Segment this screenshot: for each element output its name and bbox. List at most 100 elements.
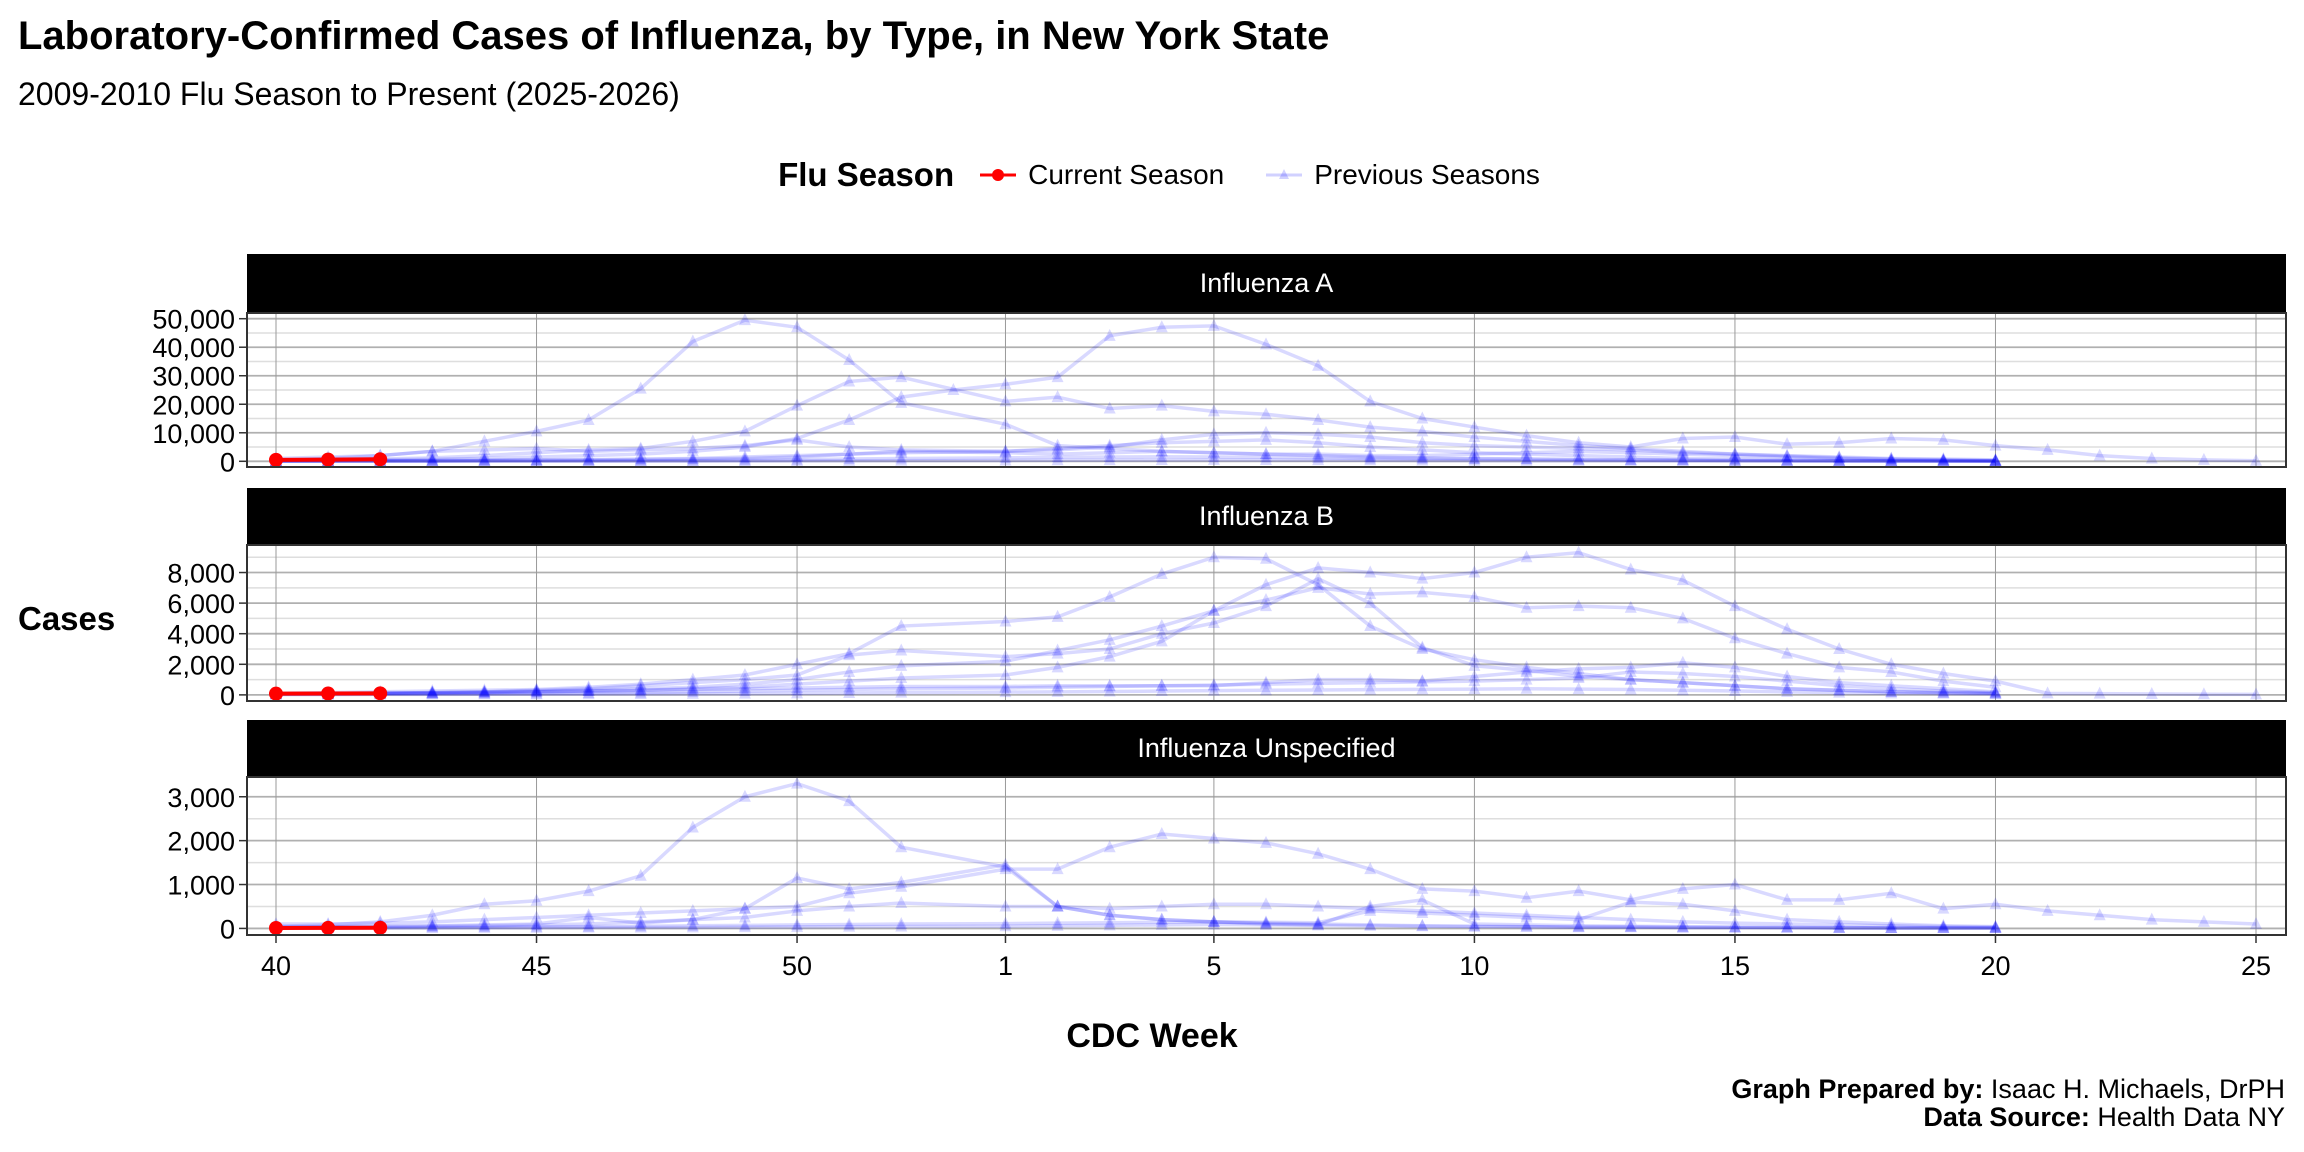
previous-season-point — [1624, 912, 1637, 925]
previous-season-point — [999, 859, 1012, 872]
previous-season-point — [1624, 664, 1637, 677]
previous-season-point — [1781, 674, 1794, 687]
previous-season-point — [1676, 675, 1689, 688]
previous-season-point — [1989, 674, 2002, 687]
previous-season-point — [1312, 447, 1325, 460]
previous-season-point — [1676, 919, 1689, 932]
prepared-by-value: Isaac H. Michaels, DrPH — [1990, 1074, 2285, 1104]
previous-season-point — [738, 424, 751, 437]
previous-season-point — [1103, 915, 1116, 928]
previous-season-point — [426, 450, 439, 463]
previous-season-point — [1833, 917, 1846, 930]
previous-season-line — [275, 550, 2257, 697]
previous-season-point — [1937, 432, 1950, 445]
previous-season-point — [1207, 452, 1220, 465]
previous-season-point — [1676, 897, 1689, 910]
y-tick-label: 10,000 — [152, 419, 235, 449]
previous-season-point — [686, 903, 699, 916]
previous-season-line — [276, 901, 1996, 929]
previous-season-point — [1937, 920, 1950, 933]
previous-season-point — [1468, 590, 1481, 602]
previous-season-point — [738, 684, 751, 697]
previous-season-point — [2041, 903, 2054, 916]
panel-border — [246, 776, 2287, 936]
previous-season-point — [686, 334, 699, 347]
previous-season-point — [895, 370, 908, 383]
previous-season-point — [1207, 318, 1220, 331]
previous-season-point — [1312, 435, 1325, 448]
previous-season-point — [843, 353, 856, 366]
previous-season-point — [478, 687, 491, 700]
previous-season-point — [738, 438, 751, 451]
previous-season-point — [1885, 684, 1898, 697]
previous-season-point — [1728, 678, 1741, 691]
previous-season-point — [791, 677, 804, 690]
current-season-point — [321, 920, 336, 935]
previous-season-point — [634, 454, 647, 467]
previous-season-point — [1312, 917, 1325, 930]
previous-season-point — [634, 685, 647, 698]
previous-season-point — [530, 917, 543, 930]
previous-season-point — [634, 452, 647, 465]
previous-season-point — [1520, 908, 1533, 921]
previous-season-point — [1468, 919, 1481, 932]
x-tick-label: 25 — [2241, 951, 2271, 981]
previous-season-point — [2145, 912, 2158, 925]
previous-season-point — [530, 682, 543, 695]
previous-season-point — [1260, 337, 1272, 350]
previous-season-point — [791, 431, 804, 444]
previous-season-point — [530, 450, 543, 463]
previous-season-point — [582, 687, 595, 700]
previous-season-point — [426, 454, 439, 467]
x-axis-label: CDC Week — [1066, 1017, 1238, 1055]
previous-season-point — [1468, 451, 1481, 464]
previous-season-point — [1051, 447, 1064, 460]
previous-season-point — [1572, 452, 1585, 465]
previous-season-point — [1833, 920, 1846, 933]
plot-background — [247, 777, 2286, 935]
previous-season-point — [686, 672, 699, 685]
previous-season-point — [1572, 599, 1585, 612]
previous-season-point — [1781, 452, 1794, 465]
previous-season-point — [686, 682, 699, 695]
previous-season-point — [1416, 918, 1429, 931]
previous-season-point — [1937, 901, 1950, 914]
previous-season-point — [843, 680, 856, 693]
footer-prepared-by: Graph Prepared by: Isaac H. Michaels, Dr… — [1731, 1074, 2285, 1105]
previous-season-point — [738, 910, 751, 923]
previous-season-point — [1051, 442, 1064, 455]
previous-season-point — [1207, 677, 1220, 690]
previous-season-point — [1155, 827, 1168, 840]
previous-season-point — [1728, 631, 1741, 644]
previous-season-point — [1781, 920, 1794, 933]
previous-season-point — [895, 679, 908, 692]
previous-season-point — [1207, 678, 1220, 691]
previous-season-point — [1207, 914, 1220, 927]
previous-season-point — [582, 442, 595, 455]
previous-season-point — [738, 789, 751, 802]
previous-season-point — [1676, 453, 1689, 466]
previous-season-point — [738, 680, 751, 693]
previous-season-point — [1781, 437, 1794, 450]
previous-season-line — [275, 576, 1996, 696]
current-season-point — [269, 686, 283, 701]
previous-season-point — [1051, 660, 1064, 673]
previous-season-point — [582, 884, 595, 897]
previous-season-point — [1103, 901, 1116, 914]
previous-season-point — [478, 451, 491, 464]
previous-season-point — [686, 680, 699, 693]
previous-season-point — [1676, 573, 1689, 586]
previous-season-point — [895, 444, 908, 457]
panel-border — [246, 312, 2287, 468]
y-tick-label: 6,000 — [167, 589, 235, 619]
previous-season-point — [634, 683, 647, 696]
previous-season-point — [1520, 890, 1533, 903]
previous-season-point — [2250, 917, 2262, 930]
previous-season-point — [1676, 675, 1689, 688]
previous-season-point — [1676, 453, 1689, 466]
previous-season-point — [1572, 453, 1585, 466]
previous-season-point — [530, 687, 543, 700]
previous-season-point — [1416, 450, 1429, 463]
previous-season-point — [426, 686, 439, 699]
previous-season-point — [1207, 434, 1220, 447]
